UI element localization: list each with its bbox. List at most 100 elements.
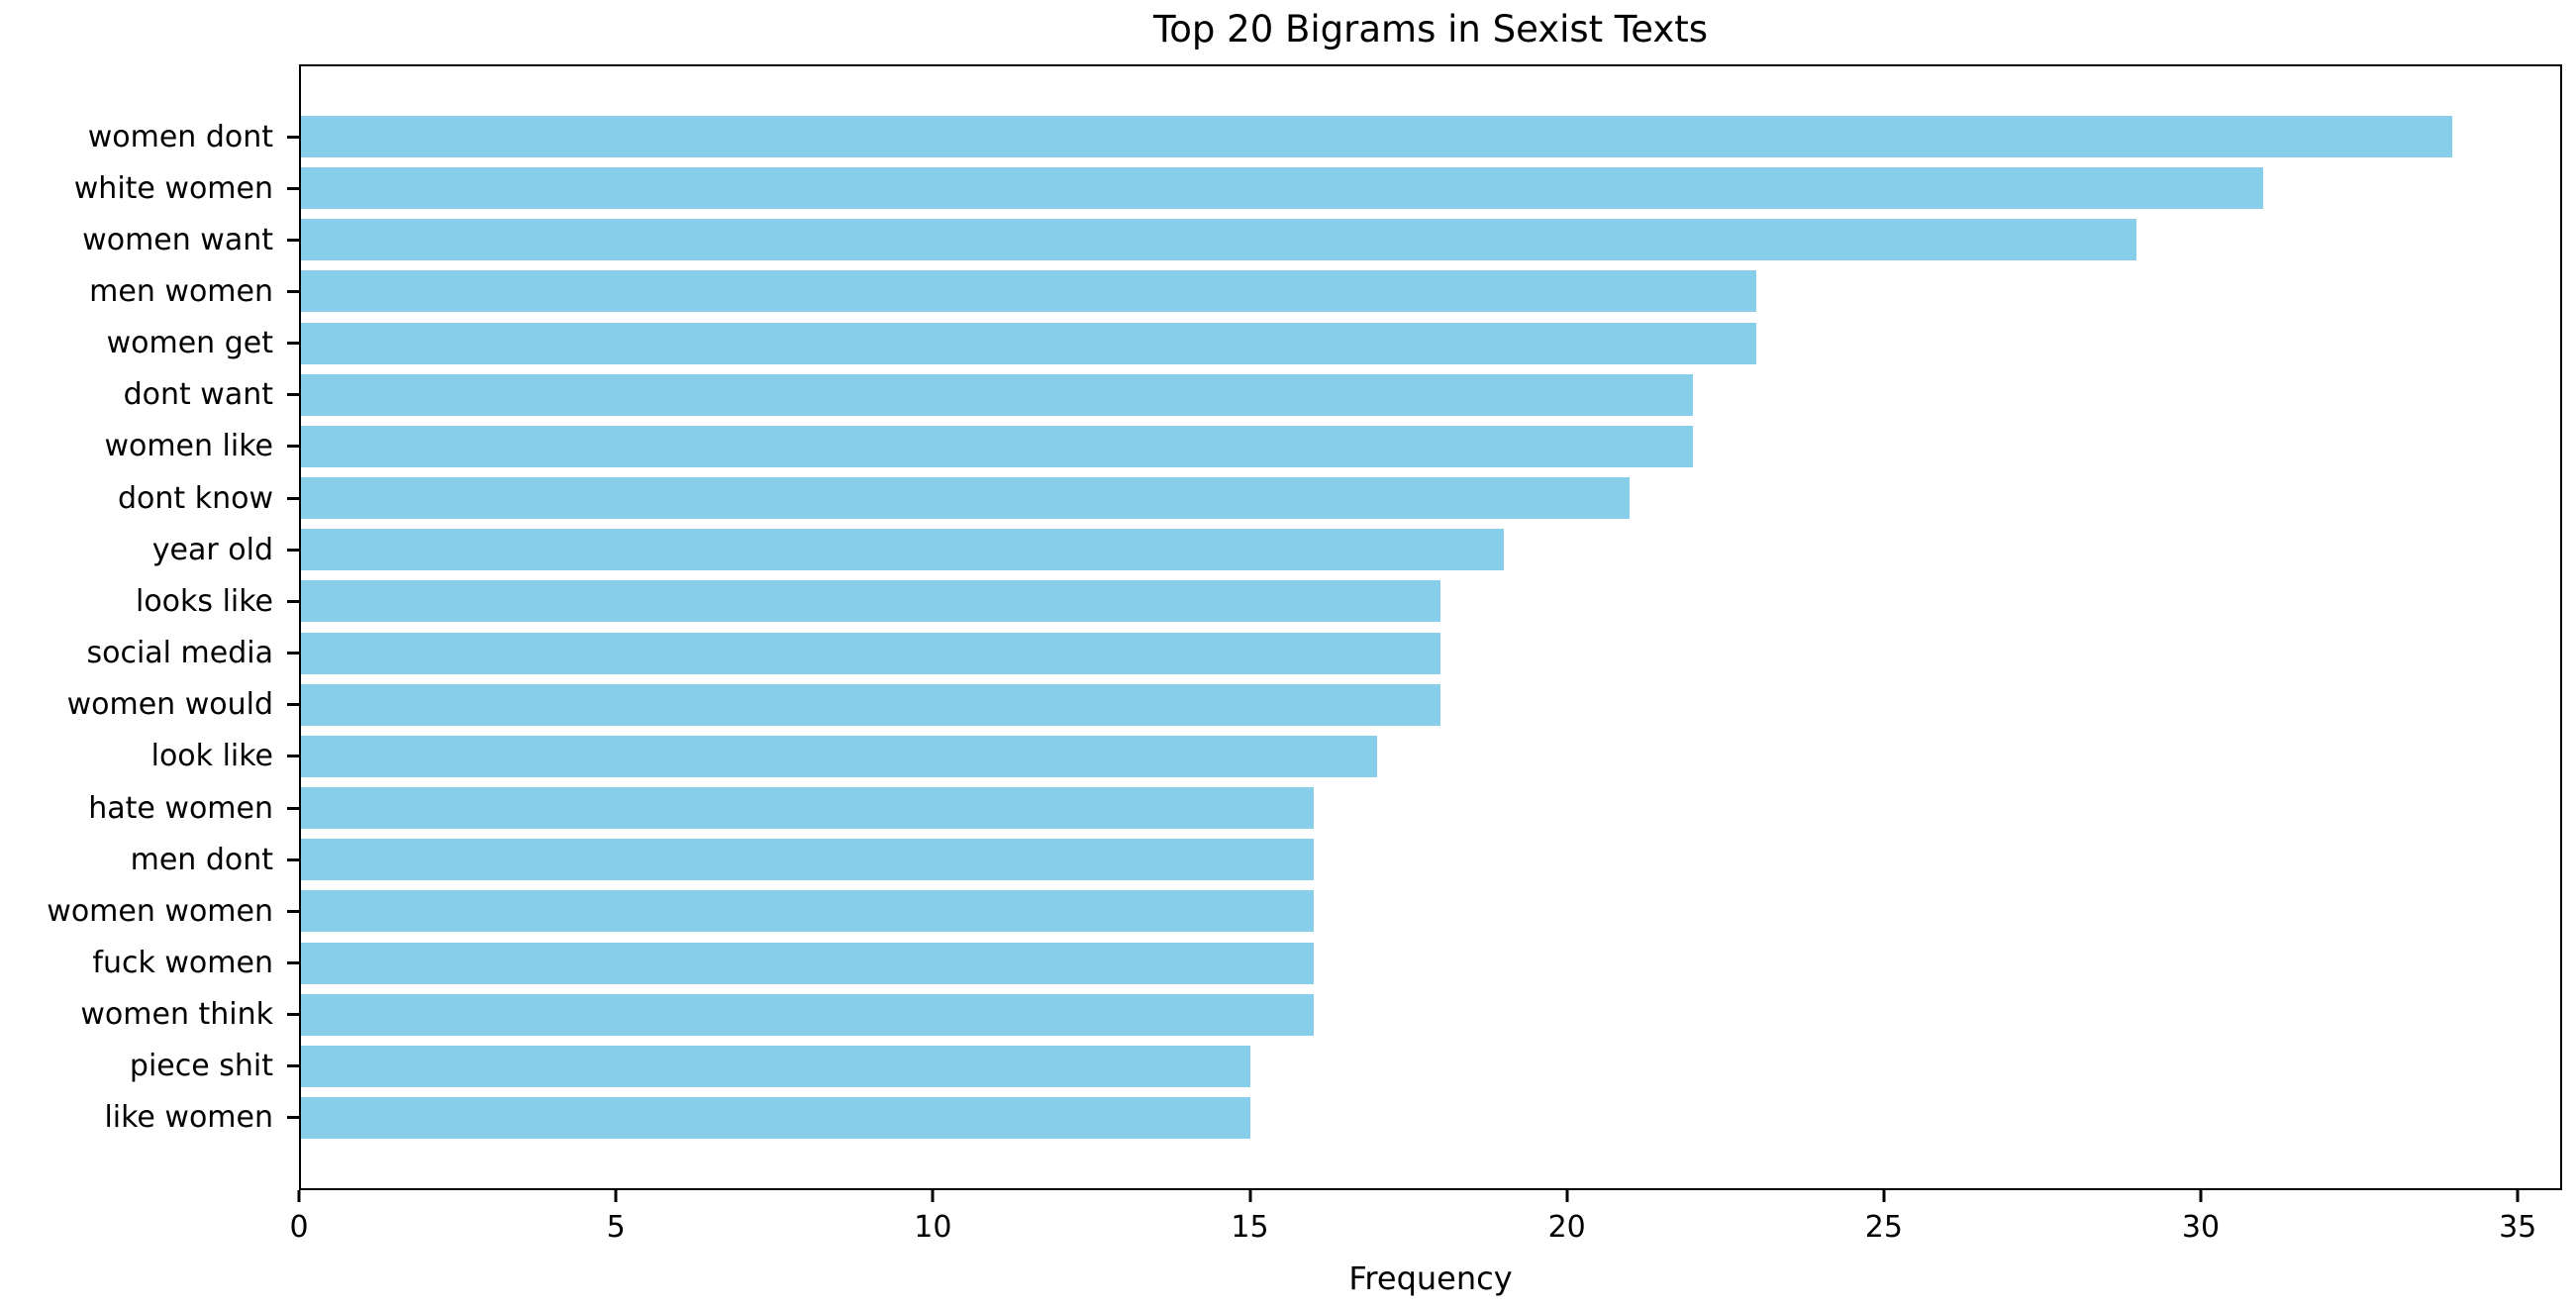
bar-dont-know [301,477,1631,520]
bar-women-women [301,890,1314,933]
bar-row [301,787,2560,830]
bar-row [301,219,2560,261]
y-tick-mark [287,599,299,603]
y-label-row: dont want [0,374,299,416]
y-label-row: women want [0,219,299,260]
y-tick-label: like women [104,1100,273,1136]
y-label-row: hate women [0,787,299,829]
y-label-row: year old [0,529,299,570]
bar-row [301,373,2560,416]
y-tick-label: fuck women [92,946,273,980]
y-tick-label: women dont [87,119,273,154]
y-label-row: social media [0,633,299,674]
bar-looks-like [301,580,1440,623]
y-tick-label: social media [86,636,273,671]
y-tick-label: look like [150,739,273,774]
bar-row [301,993,2560,1036]
y-tick-mark [287,496,299,500]
x-tick-mark [1248,1190,1251,1202]
plot-area [299,64,2562,1190]
y-label-row: women think [0,994,299,1036]
x-tick-mark [297,1190,301,1202]
y-label-row: women dont [0,116,299,157]
x-tick-mark [2516,1190,2520,1202]
y-tick-mark [287,1013,299,1017]
y-tick-label: women think [80,997,273,1033]
bar-row [301,270,2560,313]
x-tick-label: 0 [289,1210,309,1245]
bar-row [301,116,2560,157]
y-tick-label: hate women [88,790,273,826]
bar-women-want [301,219,2136,261]
x-tick-mark [1565,1190,1569,1202]
y-tick-label: women women [47,893,273,929]
bar-dont-want [301,373,1694,416]
bar-women-would [301,683,1440,726]
y-tick-label: year old [151,532,273,567]
y-tick-mark [287,445,299,449]
x-tick-label: 15 [1231,1210,1269,1245]
y-tick-label: white women [73,170,273,206]
x-tick-label: 25 [1864,1210,1903,1245]
y-tick-label: women would [66,687,273,723]
x-tick-label: 20 [1547,1210,1586,1245]
bar-men-dont [301,839,1314,881]
x-tick-label: 35 [2499,1210,2537,1245]
y-tick-label: men dont [130,842,273,877]
y-tick-label: dont know [118,480,273,516]
y-tick-mark [287,1116,299,1120]
y-label-row: women women [0,890,299,932]
chart-title: Top 20 Bigrams in Sexist Texts [1152,8,1709,50]
y-tick-label: women want [82,222,273,257]
y-label-row: like women [0,1097,299,1139]
bar-hate-women [301,787,1314,830]
y-tick-mark [287,961,299,964]
bar-row [301,890,2560,933]
y-label-row: men women [0,270,299,312]
x-tick-mark [2199,1190,2203,1202]
bar-row [301,683,2560,726]
bar-row [301,425,2560,467]
bar-like-women [301,1096,1250,1139]
bars-container [301,116,2560,1139]
y-tick-mark [287,393,299,397]
bar-look-like [301,735,1377,777]
y-label-row: piece shit [0,1046,299,1087]
bar-women-think [301,993,1314,1036]
bar-row [301,322,2560,364]
y-tick-mark [287,909,299,913]
x-tick-label: 30 [2181,1210,2221,1245]
y-label-row: look like [0,736,299,777]
bar-row [301,735,2560,777]
bar-women-like [301,425,1694,467]
y-tick-mark [287,806,299,810]
y-tick-mark [287,342,299,346]
bar-row [301,1045,2560,1087]
x-axis-title: Frequency [1348,1260,1513,1297]
y-tick-label: women get [106,326,273,361]
bar-women-dont [301,116,2453,157]
y-tick-mark [287,289,299,293]
bar-row [301,580,2560,623]
bar-fuck-women [301,942,1314,984]
x-tick-label: 10 [914,1210,952,1245]
bar-women-get [301,322,1757,364]
y-tick-mark [287,703,299,707]
bar-row [301,632,2560,674]
y-tick-label: piece shit [129,1049,273,1084]
y-tick-mark [287,755,299,758]
bar-row [301,942,2560,984]
bar-men-women [301,270,1757,313]
bar-row [301,839,2560,881]
y-tick-mark [287,1064,299,1068]
bar-piece-shit [301,1045,1250,1087]
y-tick-mark [287,135,299,139]
y-tick-mark [287,186,299,190]
y-label-row: women get [0,323,299,364]
y-tick-mark [287,857,299,861]
x-tick-mark [1882,1190,1886,1202]
bar-row [301,1096,2560,1139]
y-label-row: fuck women [0,943,299,984]
x-tick-mark [931,1190,935,1202]
